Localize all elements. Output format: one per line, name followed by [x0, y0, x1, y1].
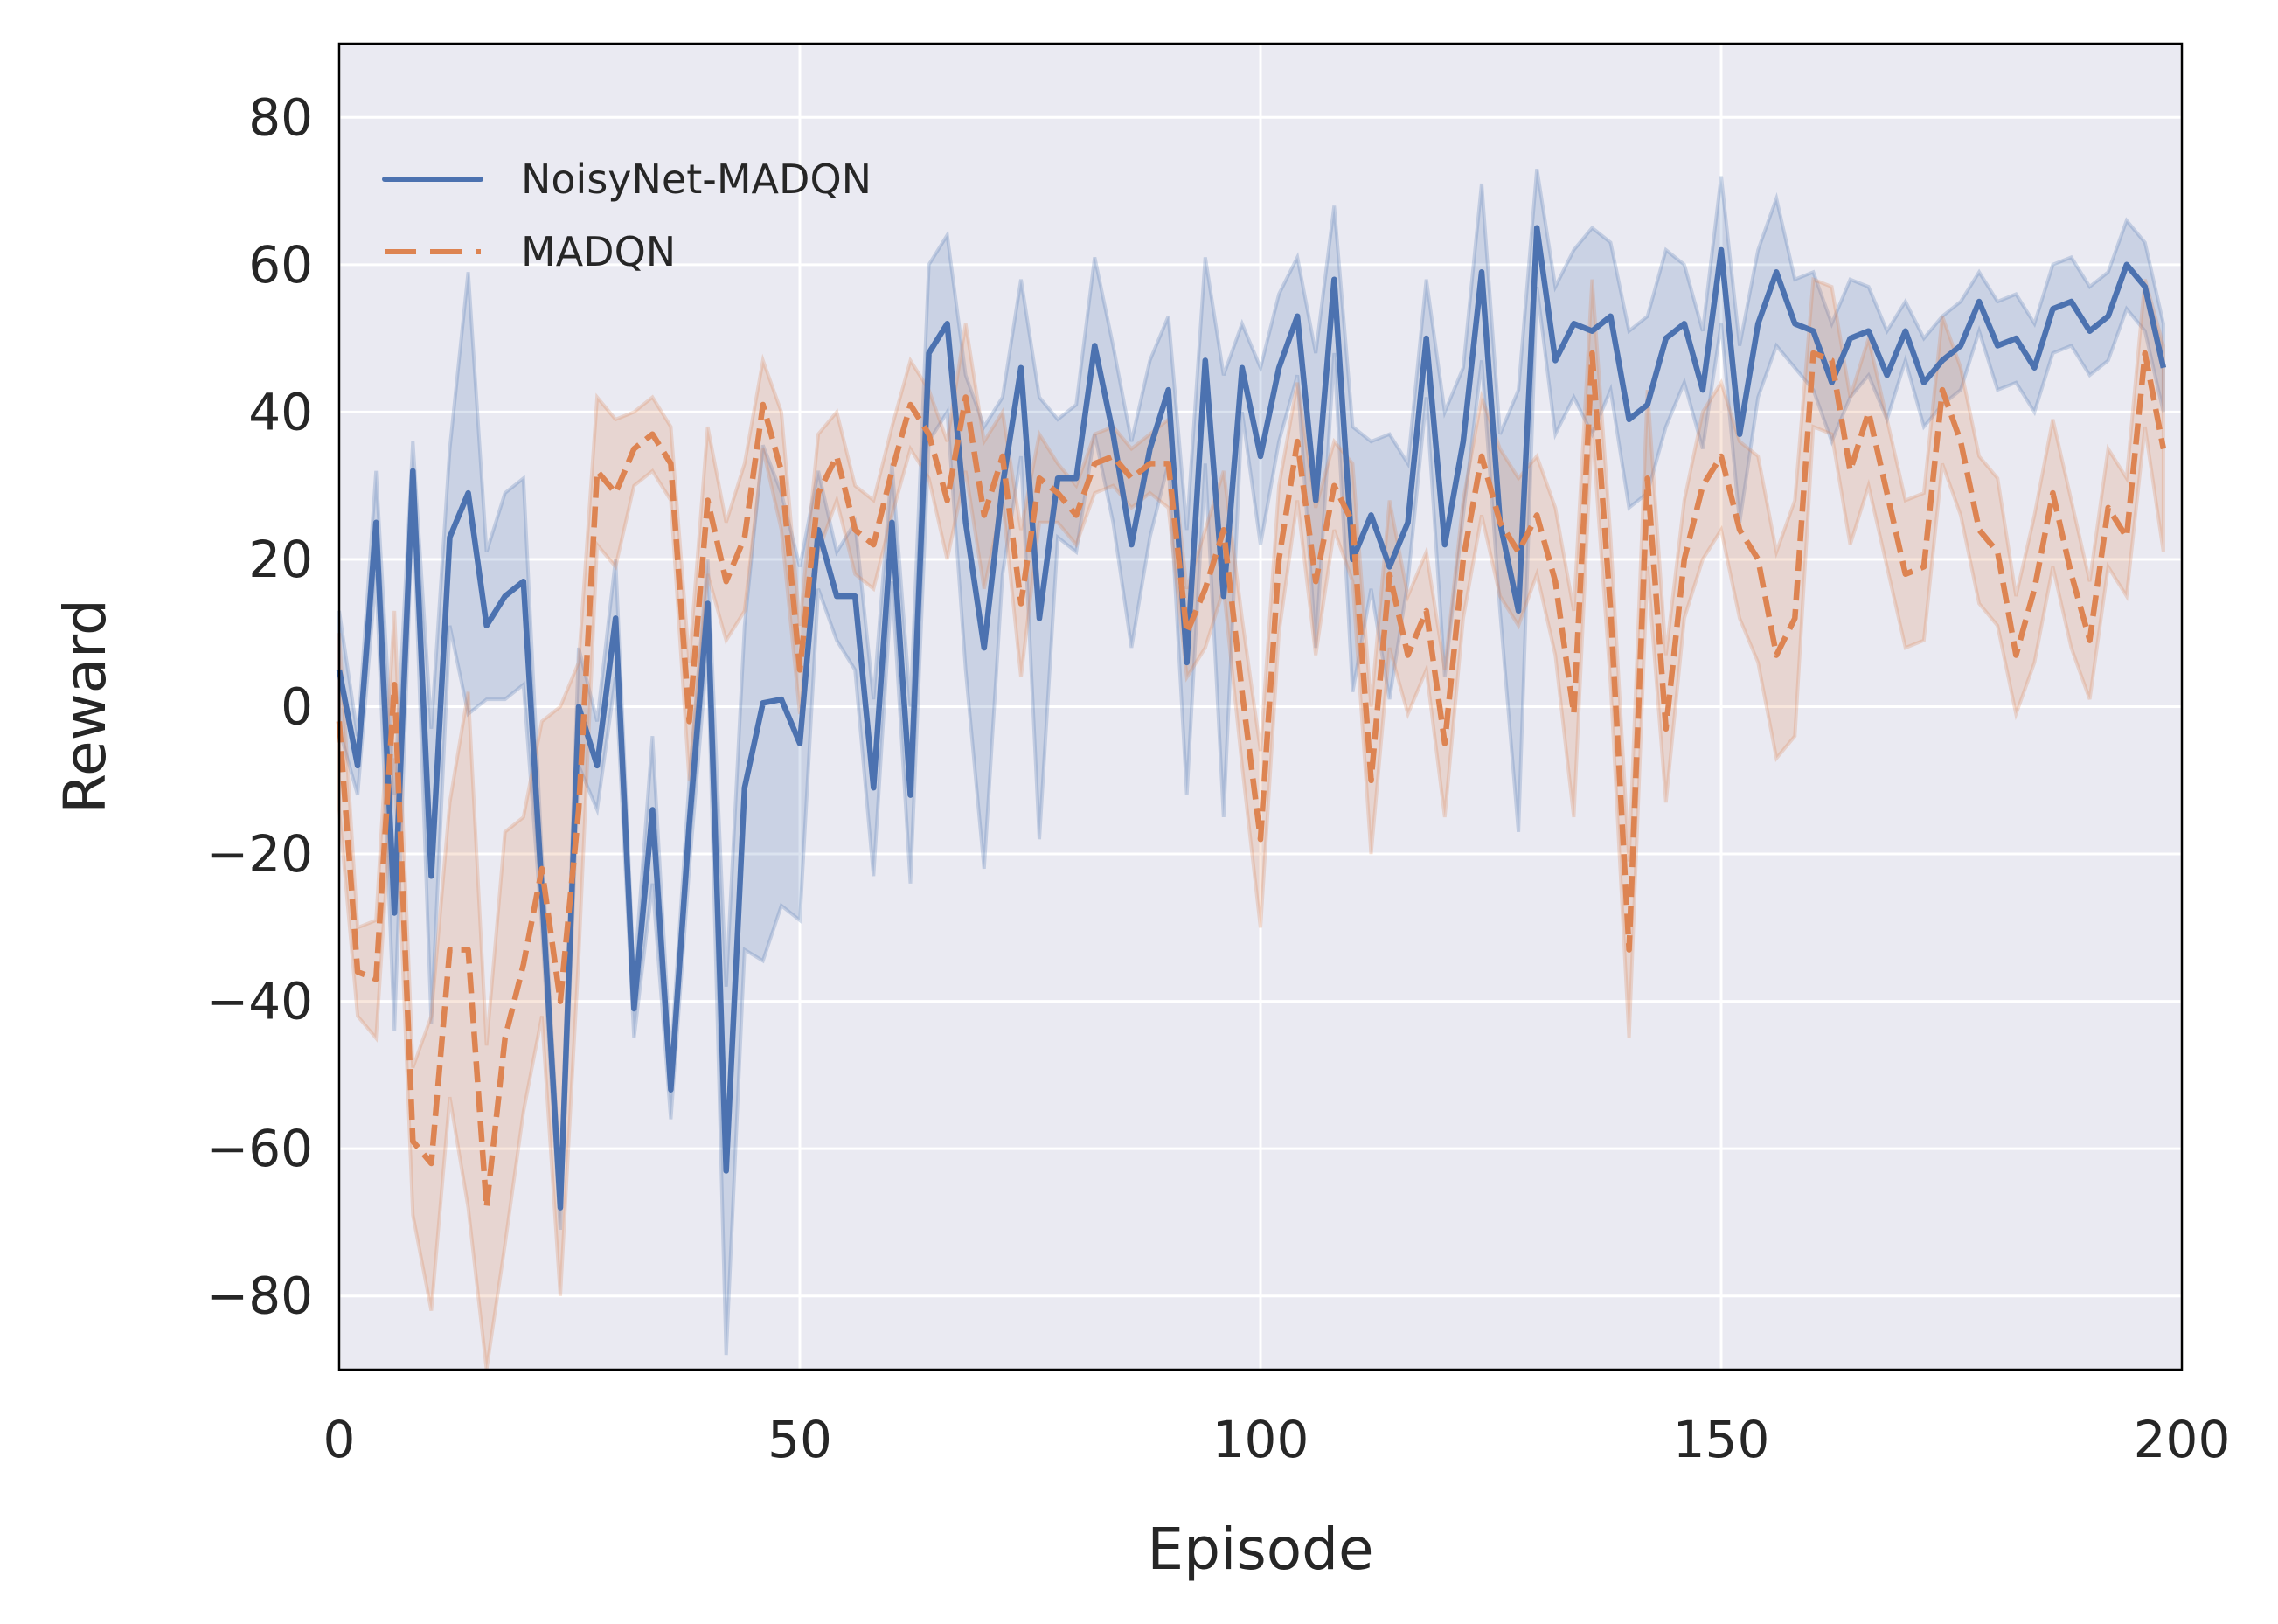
y-tick-label: −20 — [206, 824, 313, 884]
axes-frame — [337, 42, 2184, 1371]
y-tick-label: −60 — [206, 1119, 313, 1178]
legend: NoisyNet-MADQN MADQN — [382, 156, 872, 275]
series-line-madqn — [336, 350, 2167, 1211]
y-tick-label: −80 — [206, 1267, 313, 1326]
x-tick-label: 100 — [1212, 1410, 1309, 1469]
x-tick-label: 200 — [2134, 1410, 2231, 1469]
plot-area — [336, 42, 2184, 1371]
legend-item-madqn: MADQN — [385, 228, 676, 275]
y-axis-tick-labels: 80 60 40 20 0 −20 −40 −60 −80 — [206, 87, 313, 1325]
y-tick-label: 60 — [248, 235, 313, 295]
series-line-noisynet-madqn — [336, 225, 2167, 1211]
y-tick-label: 20 — [248, 530, 313, 589]
legend-item-noisynet-madqn: NoisyNet-MADQN — [382, 156, 872, 203]
y-tick-label: 0 — [281, 677, 313, 737]
x-tick-label: 50 — [767, 1410, 832, 1469]
y-axis-label: Reward — [52, 599, 119, 814]
x-tick-label: 0 — [323, 1410, 356, 1469]
x-axis-label: Episode — [1147, 1516, 1373, 1583]
series-lines — [336, 225, 2167, 1211]
legend-label: NoisyNet-MADQN — [521, 156, 872, 203]
y-tick-label: 40 — [248, 382, 313, 441]
x-tick-label: 150 — [1673, 1410, 1770, 1469]
legend-label: MADQN — [521, 228, 676, 275]
y-tick-label: 80 — [248, 87, 313, 147]
x-axis-tick-labels: 0 50 100 150 200 — [323, 1410, 2231, 1469]
y-tick-label: −40 — [206, 972, 313, 1031]
